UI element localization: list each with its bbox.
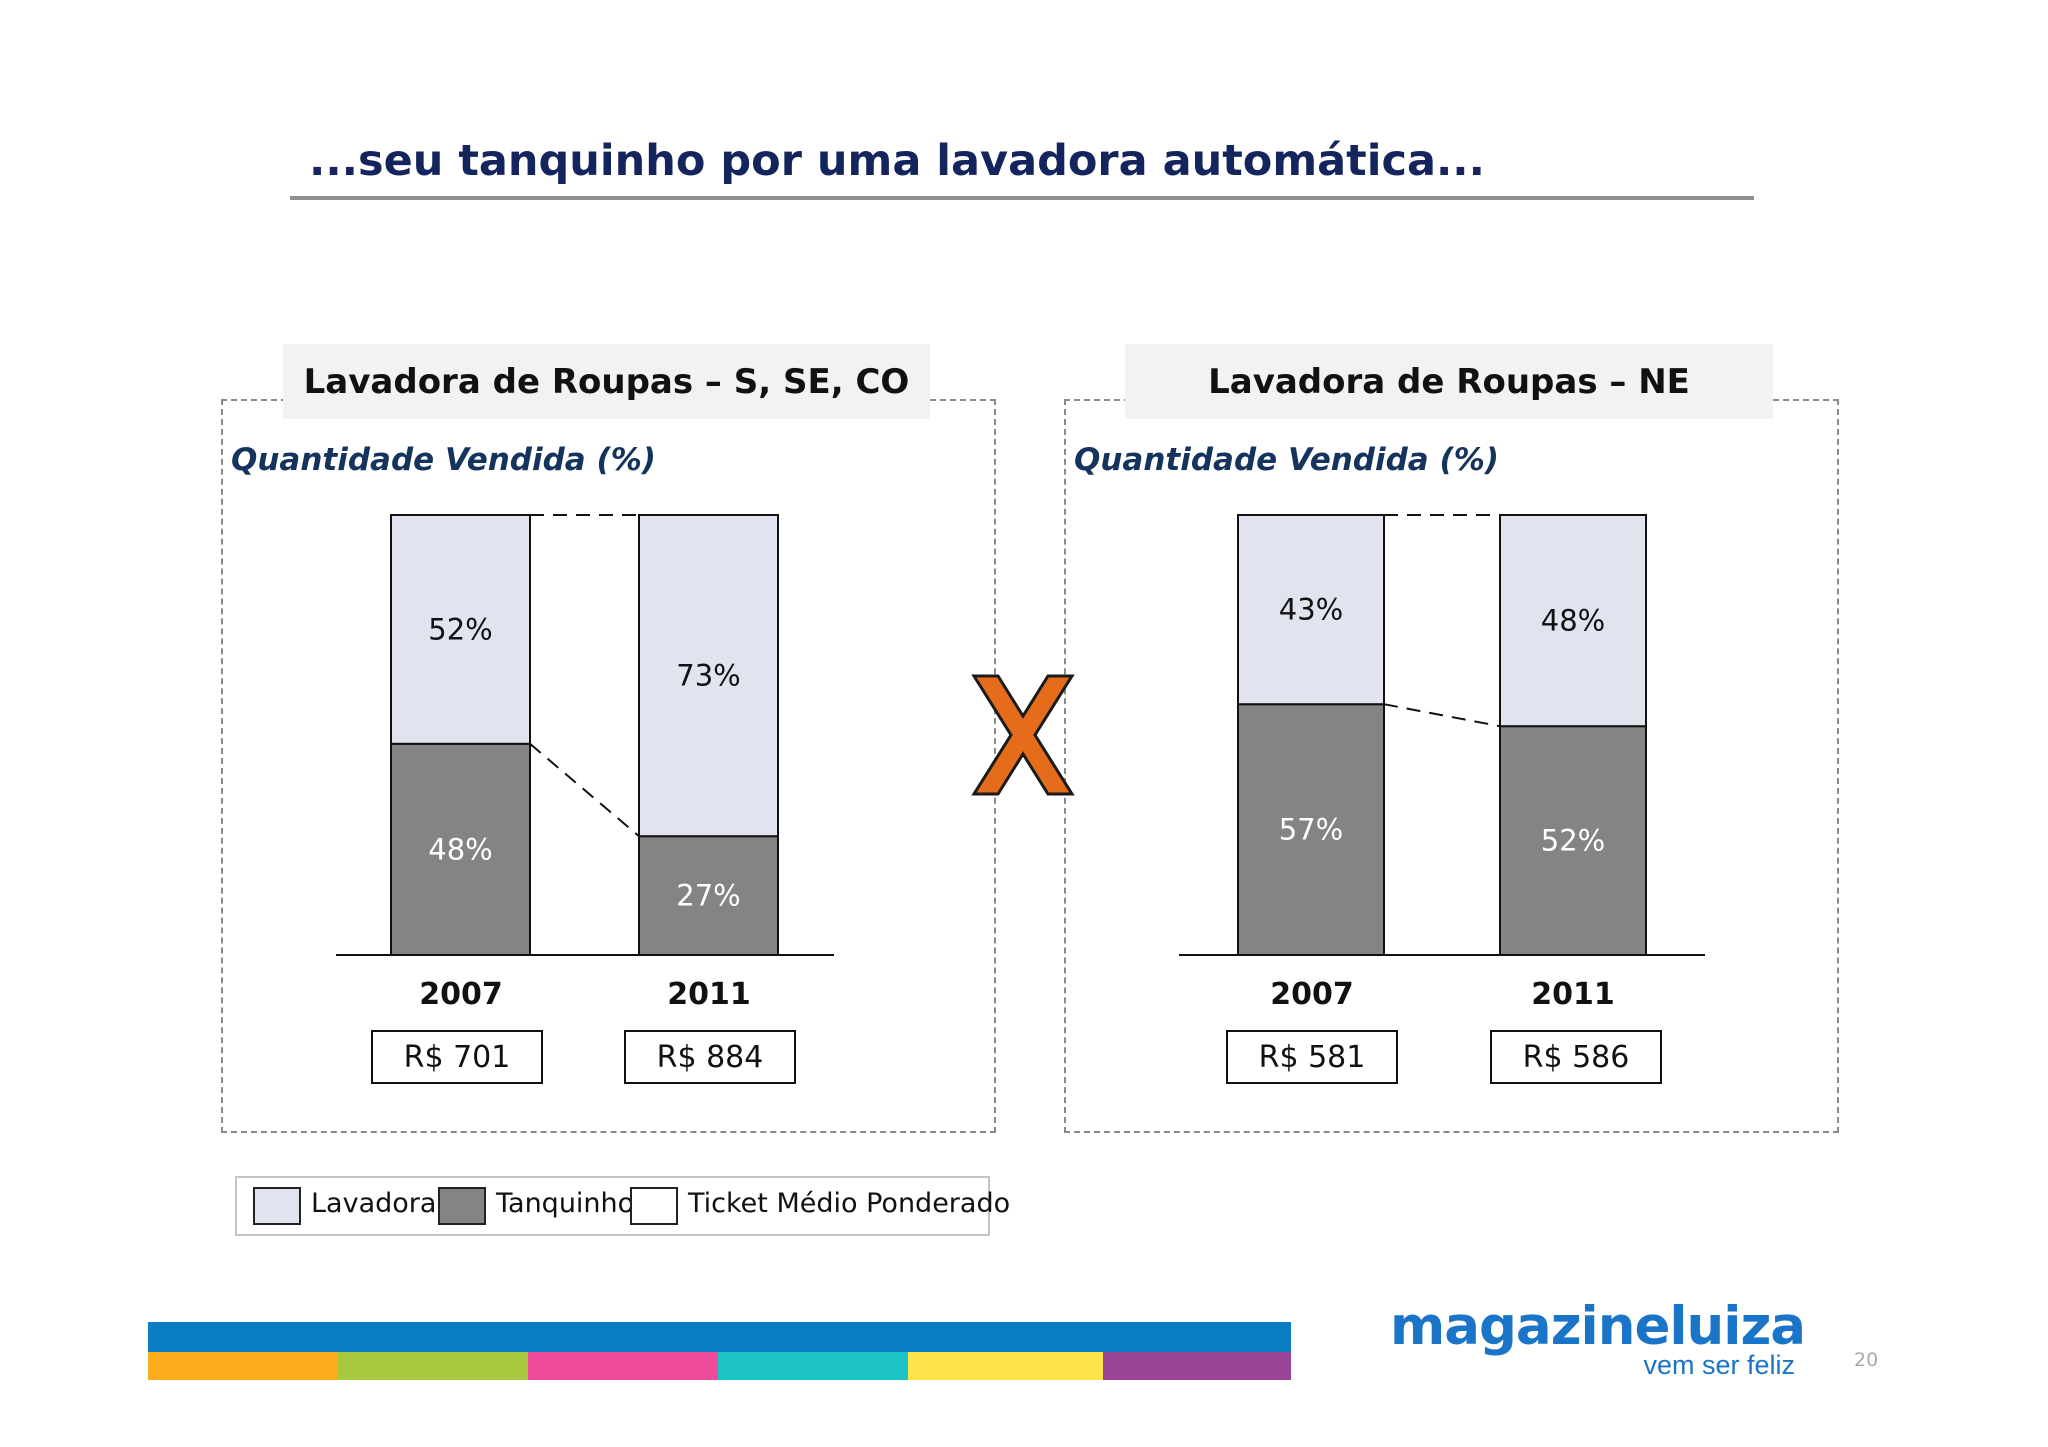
year-label-2007-ne: 2007 [1270,977,1354,1012]
quantity-subtitle-ne: Quantidade Vendida (%) [1074,442,1499,478]
legend-swatch-lavadora [253,1187,301,1225]
connector-segment-dashed [1383,703,1501,728]
legend-swatch-tanquinho [438,1187,486,1225]
year-label-2011-s-se-co: 2011 [667,977,751,1012]
footer-stripe-yellow [908,1352,1103,1380]
ticket-box-2011-s-se-co: R$ 884 [624,1030,796,1084]
logo-text-luiza: luiza [1669,1296,1806,1357]
title-underline [290,196,1754,200]
versus-x-icon [971,674,1075,796]
logo-text-magazine: magazine [1390,1296,1670,1357]
footer-stripe-green [338,1352,528,1380]
bar-tanquinho-2011 [1499,725,1647,956]
stacked-bar-chart-s-se-co: 48% 52% 27% 73% [336,514,834,957]
legend-swatch-ticket [630,1187,678,1225]
bar-lavadora-2011 [638,514,779,838]
footer-stripe-pink [528,1352,718,1380]
footer-stripe-teal [718,1352,908,1380]
data-label-tanquinho-2007: 48% [428,832,492,866]
legend-label-tanquinho: Tanquinho [496,1188,635,1219]
bar-lavadora-2007 [1237,514,1385,706]
legend: Lavadora Tanquinho Ticket Médio Ponderad… [235,1176,1010,1236]
panel-header-ne: Lavadora de Roupas – NE [1125,344,1773,419]
bar-lavadora-2007 [390,514,531,745]
data-label-tanquinho-2007: 57% [1279,813,1343,847]
footer-stripe-blue [148,1322,1291,1352]
x-mark-shape [971,674,1075,796]
ticket-box-2011-ne: R$ 586 [1490,1030,1662,1084]
magazine-luiza-logo: magazineluiza [1390,1296,1806,1357]
stacked-bar-chart-ne: 57% 43% 52% 48% [1179,514,1705,956]
data-label-lavadora-2011: 48% [1541,604,1605,638]
data-label-tanquinho-2011: 52% [1541,824,1605,858]
data-label-tanquinho-2011: 27% [676,879,740,913]
connector-segment-dashed [529,743,640,837]
ticket-box-2007-s-se-co: R$ 701 [371,1030,543,1084]
data-label-lavadora-2011: 73% [676,659,740,693]
legend-label-ticket: Ticket Médio Ponderado [688,1188,1011,1219]
page-number: 20 [1854,1349,1879,1371]
footer-stripe-purple [1103,1352,1291,1380]
bar-lavadora-2011 [1499,514,1647,728]
ticket-box-2007-ne: R$ 581 [1226,1030,1398,1084]
year-label-2007-s-se-co: 2007 [419,977,503,1012]
footer-stripe-orange [148,1352,338,1380]
panel-header-s-se-co: Lavadora de Roupas – S, SE, CO [283,344,930,419]
year-label-2011-ne: 2011 [1531,977,1615,1012]
logo-tagline: vem ser feliz [1643,1350,1795,1380]
data-label-lavadora-2007: 52% [428,612,492,646]
quantity-subtitle-s-se-co: Quantidade Vendida (%) [231,442,656,478]
legend-label-lavadora: Lavadora [311,1188,437,1219]
bar-tanquinho-2007 [1237,703,1385,956]
slide-title: ...seu tanquinho por uma lavadora automá… [309,136,1485,186]
data-label-lavadora-2007: 43% [1279,593,1343,627]
